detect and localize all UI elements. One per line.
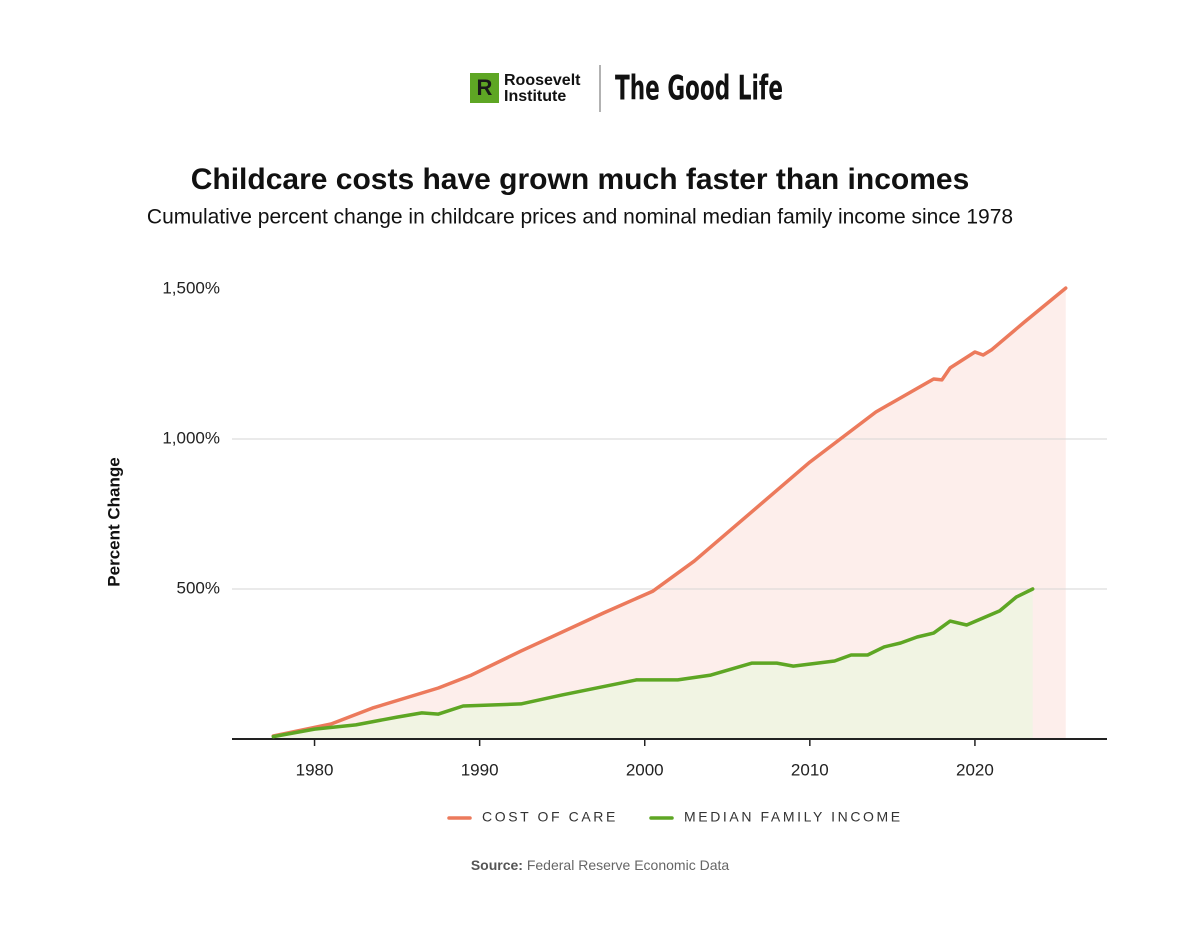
line — [271, 587, 1035, 739]
y-axis-label: Percent Change — [104, 457, 123, 586]
org-name: Institute — [504, 88, 566, 105]
chart-subtitle: Cumulative percent change in childcare p… — [147, 206, 1013, 229]
x-tick-label: 1990 — [461, 760, 499, 779]
y-tick-label: 500% — [177, 578, 220, 597]
legend-label: COST OF CARE — [482, 809, 618, 825]
line — [271, 286, 1068, 738]
source: Source: Federal Reserve Economic Data — [471, 857, 730, 873]
chart-title: Childcare costs have grown much faster t… — [191, 163, 970, 196]
y-tick-label: 1,000% — [162, 428, 220, 447]
x-tick-label: 2000 — [626, 760, 664, 779]
x-tick-label: 2020 — [956, 760, 994, 779]
x-tick-label: 1980 — [296, 760, 334, 779]
org-name: Roosevelt — [504, 72, 581, 89]
area — [273, 589, 1033, 739]
source-text: Federal Reserve Economic Data — [527, 857, 730, 873]
x-tick-label: 2010 — [791, 760, 829, 779]
publication: The Good Life — [615, 69, 783, 109]
area — [273, 288, 1066, 739]
y-tick-label: 1,500% — [162, 278, 220, 297]
logo-letter: R — [477, 75, 493, 100]
source-label: Source: — [471, 857, 523, 873]
logo-mark — [470, 73, 499, 103]
legend-label: MEDIAN FAMILY INCOME — [684, 809, 903, 825]
